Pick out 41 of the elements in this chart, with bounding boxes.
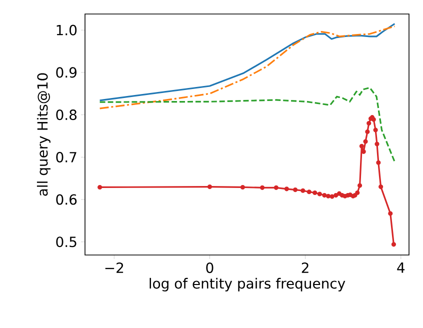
y-tick-label: 0.6 <box>56 194 77 205</box>
point <box>391 242 396 247</box>
y-tick-label: 0.8 <box>56 110 77 120</box>
point <box>336 191 342 196</box>
point <box>355 190 360 196</box>
point <box>373 128 378 132</box>
point <box>357 183 362 188</box>
y-tick-label: 0.7 <box>56 152 76 162</box>
point <box>374 142 380 146</box>
point <box>359 144 364 148</box>
point <box>365 129 370 134</box>
x-tick-label: 4 <box>397 262 405 273</box>
y-tick-label: 0.5 <box>56 236 76 248</box>
point <box>334 192 338 198</box>
x-tick-label: 2 <box>302 262 308 273</box>
point <box>240 184 245 190</box>
y-tick-label: 1.0 <box>56 24 77 36</box>
point <box>376 160 381 165</box>
point <box>326 194 331 198</box>
y-tick-label: 0.9 <box>56 67 76 78</box>
point <box>317 192 322 196</box>
y-axis-title: all query Hits@10 <box>36 73 50 196</box>
x-axis-title: log of entity pairs frequency <box>150 278 346 292</box>
point <box>98 184 102 190</box>
point <box>312 190 318 196</box>
point <box>274 185 278 190</box>
point <box>366 120 372 126</box>
x-tick-label: 0 <box>206 262 214 274</box>
point <box>363 139 368 144</box>
line-series <box>99 86 396 163</box>
point <box>306 190 312 194</box>
point <box>260 185 265 190</box>
point <box>330 194 334 199</box>
x-tick-label: −2 <box>105 262 124 273</box>
point <box>292 187 298 192</box>
point <box>284 186 289 192</box>
point <box>378 184 384 190</box>
point <box>300 188 306 193</box>
point <box>388 211 393 216</box>
point <box>207 184 212 190</box>
point <box>322 192 327 198</box>
